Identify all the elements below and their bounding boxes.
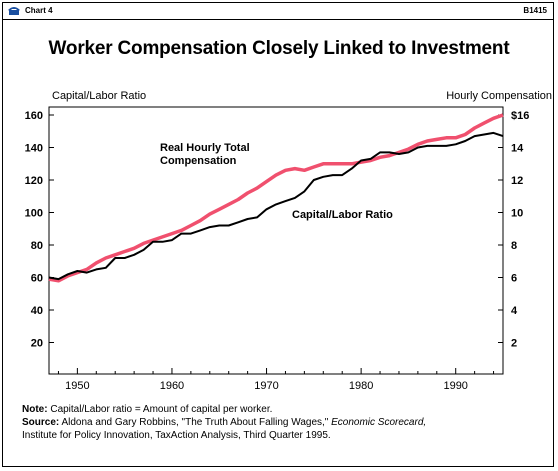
right-tick-label: 12 <box>511 175 523 187</box>
left-tick-label: 120 <box>25 175 43 187</box>
x-tick-label: 1970 <box>254 380 278 392</box>
left-tick-label: 60 <box>31 273 43 285</box>
source-text: Aldona and Gary Robbins, "The Truth Abou… <box>59 417 332 428</box>
annotation-compensation-line1: Real Hourly Total <box>160 142 250 154</box>
left-axis-title: Capital/Labor Ratio <box>52 90 147 102</box>
compensation-line <box>48 113 504 283</box>
x-tick-label: 1950 <box>65 380 89 392</box>
left-tick-label: 100 <box>25 208 43 220</box>
chart-frame: Chart 4 B1415 <box>2 2 554 467</box>
note-label: Note: <box>22 404 48 415</box>
right-tick-label: 2 <box>511 338 517 350</box>
x-tick-label: 1990 <box>443 380 467 392</box>
capital-labor-line <box>48 131 504 281</box>
plot-border <box>48 106 504 375</box>
source-publication: Economic Scorecard, <box>331 417 427 428</box>
chart-title: Worker Compensation Closely Linked to In… <box>48 38 510 59</box>
left-tick-label: 40 <box>31 305 43 317</box>
axis-ticks: 20 40 60 80 100 120 140 160 2 4 6 8 10 12 14 $16 1950 196… <box>25 110 530 392</box>
chart-number-label: Chart 4 <box>25 6 53 15</box>
chart-code: B1415 <box>523 6 547 15</box>
left-tick-label: 140 <box>25 143 43 155</box>
source-line: Source: Aldona and Gary Robbins, "The Tr… <box>22 416 426 429</box>
source-line-2: Institute for Policy Innovation, TaxActi… <box>22 430 331 441</box>
phone-icon <box>8 7 20 15</box>
chart-header-bar: Chart 4 B1415 <box>3 3 553 20</box>
left-tick-label: 160 <box>25 110 43 122</box>
right-tick-label: 8 <box>511 240 517 252</box>
right-tick-label: 10 <box>511 208 523 220</box>
x-tick-label: 1980 <box>349 380 373 392</box>
annotation-compensation-line2: Compensation <box>160 155 237 167</box>
series-lines <box>48 113 504 283</box>
right-tick-label: 14 <box>511 143 524 155</box>
note-line: Note: Capital/Labor ratio = Amount of ca… <box>22 403 426 416</box>
left-tick-label: 20 <box>31 338 43 350</box>
right-axis-title: Hourly Compensation <box>446 90 552 102</box>
note-text: Capital/Labor ratio = Amount of capital … <box>47 404 273 415</box>
right-tick-label: 4 <box>511 305 518 317</box>
annotation-ratio: Capital/Labor Ratio <box>292 209 393 221</box>
chart-notes: Note: Capital/Labor ratio = Amount of ca… <box>22 403 426 442</box>
left-tick-label: 80 <box>31 240 43 252</box>
source-label: Source: <box>22 417 60 428</box>
x-tick-label: 1960 <box>160 380 184 392</box>
right-tick-label: $16 <box>511 110 529 122</box>
right-tick-label: 6 <box>511 273 517 285</box>
